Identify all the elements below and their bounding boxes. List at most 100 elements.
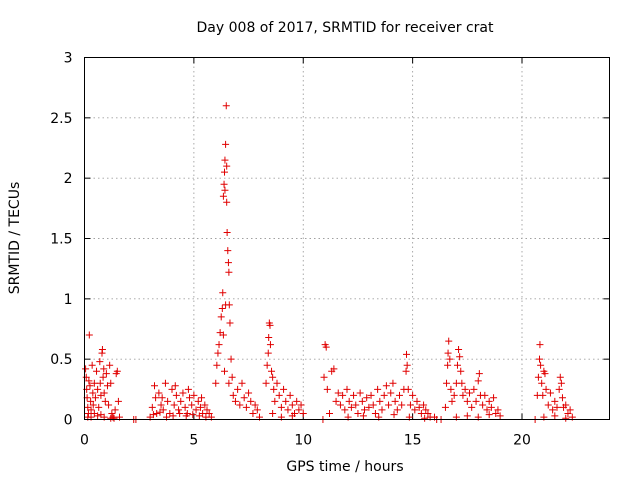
- data-point: [564, 409, 572, 417]
- data-point: [380, 391, 388, 399]
- y-tick-label: 1: [64, 292, 73, 308]
- data-point: [168, 385, 176, 393]
- data-point: [404, 385, 412, 393]
- data-point: [169, 412, 177, 420]
- data-point: [455, 346, 463, 354]
- data-point: [411, 406, 419, 414]
- data-point: [363, 394, 371, 402]
- data-point: [271, 397, 279, 405]
- data-point: [534, 373, 542, 381]
- data-point: [105, 401, 113, 409]
- data-point: [393, 406, 401, 414]
- y-tick-label: 0: [64, 413, 73, 429]
- data-point: [282, 397, 290, 405]
- data-point: [182, 412, 190, 420]
- data-point: [270, 385, 278, 393]
- data-point: [544, 401, 552, 409]
- data-point: [374, 385, 382, 393]
- data-point: [385, 401, 393, 409]
- data-point: [238, 379, 246, 387]
- data-point: [382, 382, 390, 390]
- data-point: [87, 406, 95, 414]
- data-point: [472, 397, 480, 405]
- data-point: [265, 333, 273, 341]
- data-point: [152, 394, 160, 402]
- data-point: [288, 401, 296, 409]
- data-point: [201, 401, 209, 409]
- data-point: [97, 411, 105, 419]
- data-point: [417, 409, 425, 417]
- data-point: [219, 289, 227, 297]
- x-tick-label: 0: [80, 433, 89, 449]
- chart-title: Day 008 of 2017, SRMTID for receiver cra…: [197, 20, 494, 36]
- data-point: [350, 391, 358, 399]
- data-point: [461, 385, 469, 393]
- data-point: [403, 350, 410, 358]
- data-point: [536, 355, 543, 363]
- data-point: [551, 412, 559, 420]
- data-point: [194, 397, 202, 405]
- data-point: [148, 403, 156, 411]
- data-point: [158, 394, 166, 402]
- data-point: [275, 391, 283, 399]
- data-point: [466, 389, 473, 397]
- data-point: [420, 401, 428, 409]
- data-point: [391, 397, 399, 405]
- data-point: [94, 385, 102, 393]
- y-tick-label: 2: [64, 171, 73, 187]
- data-point: [365, 403, 373, 411]
- data-point: [345, 397, 353, 405]
- grid-lines: [84, 57, 610, 420]
- data-point: [354, 409, 362, 417]
- data-point: [396, 391, 403, 399]
- data-point: [422, 406, 430, 414]
- data-point: [284, 406, 292, 414]
- data-point: [546, 389, 554, 397]
- data-point: [562, 414, 570, 422]
- data-point: [96, 358, 104, 366]
- data-point: [184, 385, 192, 393]
- data-point: [481, 391, 489, 399]
- data-point: [361, 406, 368, 414]
- x-axis-label: GPS time / hours: [286, 459, 403, 475]
- data-point: [84, 409, 92, 417]
- data-point: [334, 389, 342, 397]
- data-point: [280, 385, 288, 393]
- data-point: [446, 355, 454, 363]
- data-point: [190, 391, 198, 399]
- y-tick-label: 3: [64, 51, 73, 67]
- data-point: [352, 401, 360, 409]
- data-point: [90, 379, 98, 387]
- data-point: [542, 385, 550, 393]
- data-point: [96, 379, 104, 387]
- data-point: [179, 389, 187, 397]
- data-point: [286, 391, 294, 399]
- y-tick-label: 1.5: [50, 232, 72, 248]
- data-point: [293, 397, 301, 405]
- data-point: [402, 367, 410, 375]
- data-point: [266, 341, 274, 349]
- data-point: [82, 373, 90, 381]
- data-point: [192, 406, 200, 414]
- data-point: [226, 319, 234, 327]
- data-point: [222, 301, 230, 309]
- data-point: [186, 394, 193, 402]
- data-point: [189, 411, 197, 419]
- data-point: [99, 373, 107, 381]
- data-point: [113, 367, 121, 375]
- data-point: [228, 373, 236, 381]
- data-point: [339, 391, 347, 399]
- data-point: [297, 401, 305, 409]
- data-point: [475, 370, 483, 378]
- data-point: [222, 140, 230, 148]
- data-point: [273, 379, 281, 387]
- data-point: [85, 331, 93, 339]
- data-point: [468, 403, 476, 411]
- data-point: [367, 391, 375, 399]
- data-point: [555, 385, 563, 393]
- data-point: [100, 389, 108, 397]
- data-point: [320, 373, 328, 381]
- data-point: [553, 403, 561, 411]
- plot-frame: [84, 57, 610, 420]
- data-point: [234, 385, 242, 393]
